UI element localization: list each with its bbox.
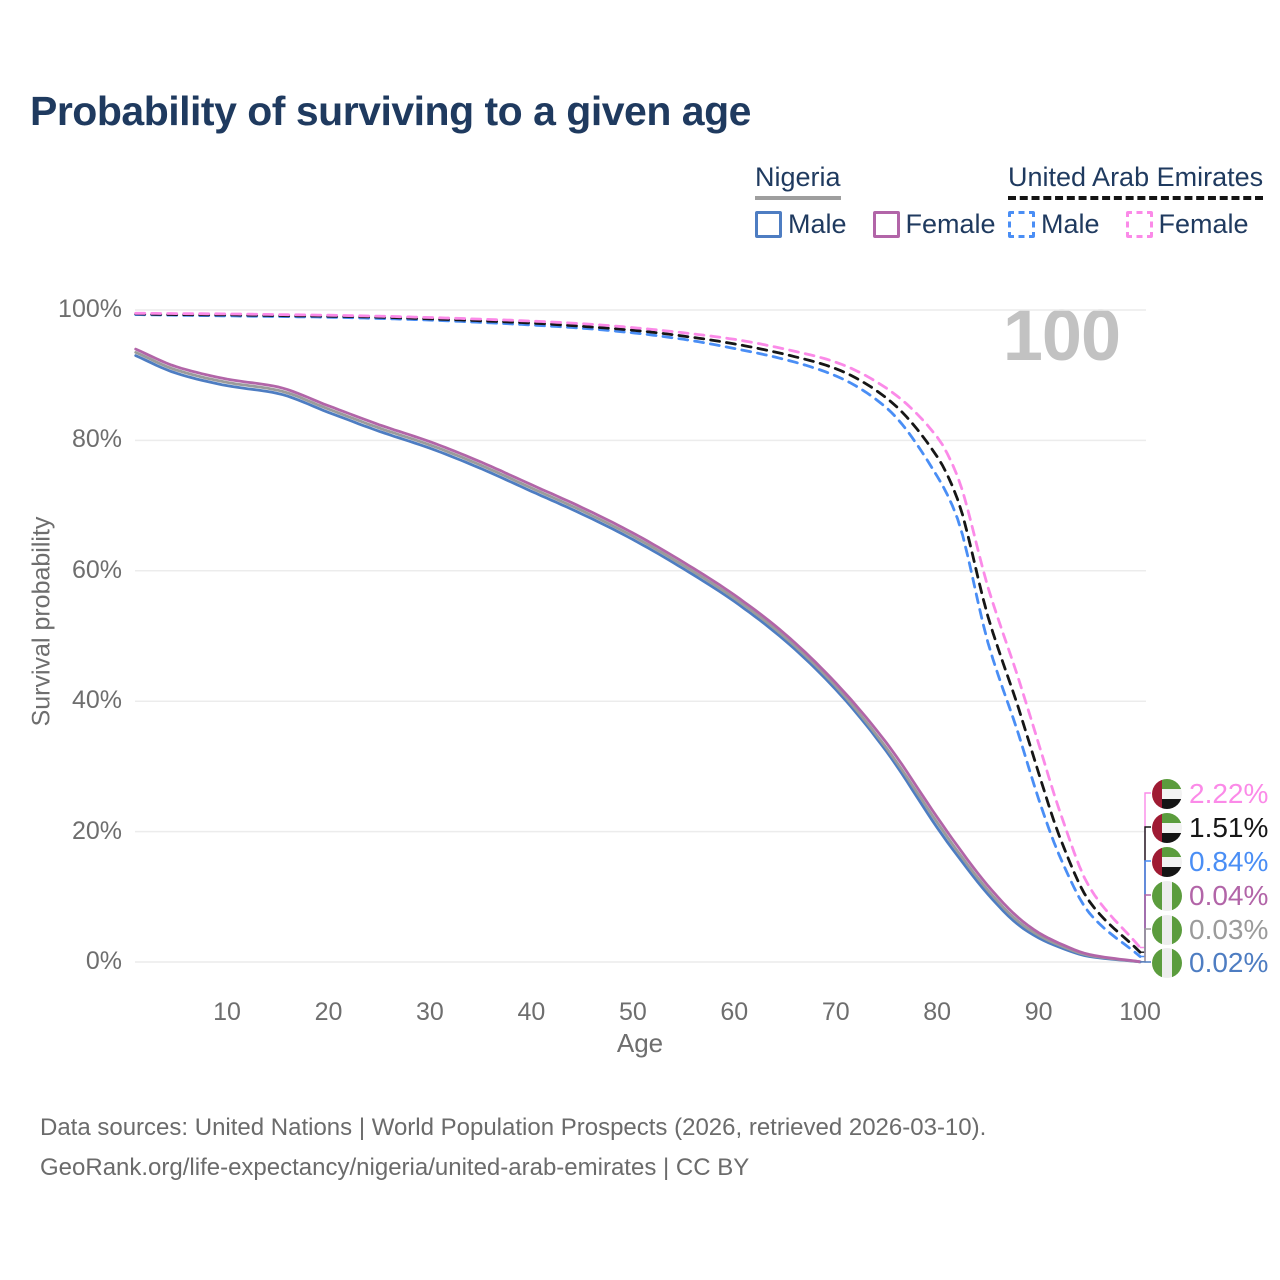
series-line-nigeria-both-sexes[interactable] [134,351,1142,964]
series-line-united-arab-emirates-both-sexes[interactable] [134,312,1142,954]
y-tick-label: 0% [85,947,122,975]
x-tick-label: 90 [1024,998,1053,1026]
legend-item-label: Male [1041,209,1100,239]
legend-items-nigeria: Male Female [755,209,996,240]
uae-flag-icon [1152,779,1182,809]
nigeria-flag-icon [1152,881,1182,911]
end-label-united-arab-emirates-male: 0.84% [1152,846,1268,878]
end-label-nigeria-female: 0.04% [1152,880,1268,912]
legend-items-uae: Male Female [1008,209,1263,240]
nigeria-flag-icon [1152,948,1182,978]
end-label-value: 0.04% [1189,880,1269,911]
legend-country-uae[interactable]: United Arab Emirates [1008,162,1264,200]
footer: Data sources: United Nations | World Pop… [40,1108,986,1188]
end-label-value: 2.22% [1189,778,1269,809]
y-tick-label: 100% [58,295,122,323]
end-label-united-arab-emirates-female: 2.22% [1152,778,1268,810]
legend-item-nigeria-female[interactable]: Female [872,209,996,240]
x-tick-label: 20 [314,998,343,1026]
end-label-value: 1.51% [1189,812,1269,843]
y-tick-label: 20% [71,816,122,845]
footer-link[interactable]: GeoRank.org/life-expectancy/nigeria/unit… [40,1154,750,1181]
legend-item-label: Male [788,209,847,239]
legend-item-uae-female[interactable]: Female [1125,209,1249,240]
x-tick-label: 80 [923,998,952,1026]
legend-item-label: Female [1158,209,1249,239]
watermark-age-100: 100 [1002,296,1121,376]
end-label-nigeria-both-sexes: 0.03% [1152,914,1268,946]
nigeria-female-swatch-icon [872,211,900,238]
x-tick-label: 60 [720,998,749,1026]
nigeria-flag-icon [1152,915,1182,945]
series-line-united-arab-emirates-female[interactable] [134,311,1142,949]
y-tick-label: 60% [71,555,122,584]
legend-country-nigeria[interactable]: Nigeria [755,162,841,200]
x-tick-label: 10 [213,998,241,1026]
legend-group-uae: United Arab Emirates Male Female [1008,162,1264,240]
uae-male-swatch-icon [1008,211,1035,238]
series-line-nigeria-female[interactable] [134,347,1142,964]
end-label-united-arab-emirates-both-sexes: 1.51% [1152,812,1268,844]
x-tick-label: 70 [821,998,850,1026]
nigeria-male-swatch-icon [755,211,782,238]
x-axis-title: Age [616,1028,664,1058]
chart-title: Probability of surviving to a given age [30,88,751,134]
x-tick-label: 100 [1119,998,1161,1026]
x-tick-label: 40 [517,998,546,1026]
x-tick-label: 30 [416,998,444,1026]
legend-item-uae-male[interactable]: Male [1008,209,1100,240]
y-tick-label: 80% [71,425,122,454]
x-tick-label: 50 [618,998,647,1026]
uae-flag-icon [1152,813,1182,843]
legend-group-nigeria: Nigeria Male Female [755,162,996,240]
end-label-value: 0.03% [1189,914,1269,945]
end-label-value: 0.02% [1189,947,1269,978]
footer-data-sources: Data sources: United Nations | World Pop… [40,1114,987,1141]
end-label-value: 0.84% [1189,846,1269,877]
legend-item-label: Female [905,209,996,239]
uae-flag-icon [1152,847,1182,877]
y-tick-label: 40% [71,686,122,715]
series-line-united-arab-emirates-male[interactable] [134,313,1142,958]
end-label-nigeria-male: 0.02% [1152,947,1268,979]
legend-item-nigeria-male[interactable]: Male [755,209,847,240]
series-line-nigeria-male[interactable] [134,354,1142,964]
uae-female-swatch-icon [1125,211,1153,238]
